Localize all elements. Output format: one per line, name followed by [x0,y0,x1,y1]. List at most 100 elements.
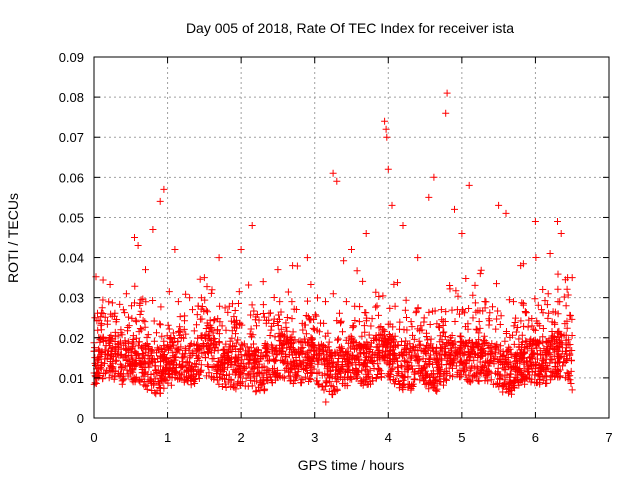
data-point [301,353,309,361]
data-point [282,323,290,331]
data-point [306,316,314,324]
data-point [259,278,267,286]
data-point [351,317,359,324]
data-point [414,353,422,361]
data-point [551,358,559,366]
data-point [218,383,226,390]
data-point [94,355,102,363]
data-point [440,381,447,389]
data-point [276,372,284,380]
data-point [228,334,236,342]
data-point [469,291,477,299]
y-tick-label: 0.09 [59,50,84,65]
data-point [409,342,417,350]
data-point [248,301,256,309]
data-point [131,234,138,241]
data-point [385,337,392,345]
data-point [314,380,322,388]
data-point [508,390,515,398]
data-point [186,341,194,349]
data-point [185,373,193,381]
data-point [181,312,189,320]
data-point [209,329,217,337]
data-point [446,371,454,379]
data-point [531,218,539,225]
data-point [546,359,554,367]
data-point [468,376,476,384]
data-point [458,358,466,366]
data-point [355,355,363,363]
data-point [362,230,370,237]
data-point [538,306,545,314]
data-point [355,368,362,376]
data-point [313,356,321,364]
data-point [129,336,137,343]
data-point [247,376,255,384]
data-point [164,341,171,349]
data-point [163,355,171,362]
data-point [376,331,384,339]
data-point [168,369,176,377]
data-point [267,326,275,334]
data-point [444,356,452,364]
data-point [353,267,361,275]
data-point [322,298,329,306]
data-point [337,349,345,357]
data-point [446,352,454,360]
data-point [139,295,147,303]
data-point [443,89,451,97]
data-point [429,367,437,375]
data-point [132,316,140,324]
data-point [221,350,229,358]
data-point [257,353,265,360]
data-point [206,321,214,329]
data-point [108,299,116,307]
data-point [451,205,458,213]
data-point [471,281,479,289]
data-point [252,388,260,396]
data-point [176,328,184,336]
data-point [437,306,445,314]
data-point [375,365,383,373]
data-point [117,326,125,334]
data-point [174,345,182,353]
data-point [509,331,516,339]
data-point [233,366,241,373]
data-point [553,365,561,373]
data-point [208,372,216,380]
data-point [329,290,337,298]
data-point [451,318,459,325]
data-point [535,339,543,347]
data-point [554,310,562,318]
data-point [485,321,493,329]
data-point [496,321,504,328]
data-point [297,338,305,346]
data-point [227,383,235,391]
data-point [568,386,576,394]
data-point [196,315,204,323]
data-point [349,324,357,332]
data-point [97,350,105,358]
data-point [331,350,339,358]
data-point [425,193,433,201]
data-point [467,365,475,373]
data-point [305,338,313,346]
data-point [134,342,142,350]
data-point [277,356,285,364]
data-point [374,371,381,378]
data-point [201,296,209,304]
data-point [132,318,140,326]
data-point [122,345,130,353]
data-point [560,293,568,301]
data-point [498,353,506,361]
data-point [286,345,293,353]
data-point [539,309,547,317]
data-point [531,295,539,303]
data-point [520,322,528,330]
data-point [328,373,336,381]
data-point [398,384,406,392]
data-point [363,338,371,346]
data-point [180,334,188,342]
data-point [475,329,483,337]
data-point [472,325,480,333]
